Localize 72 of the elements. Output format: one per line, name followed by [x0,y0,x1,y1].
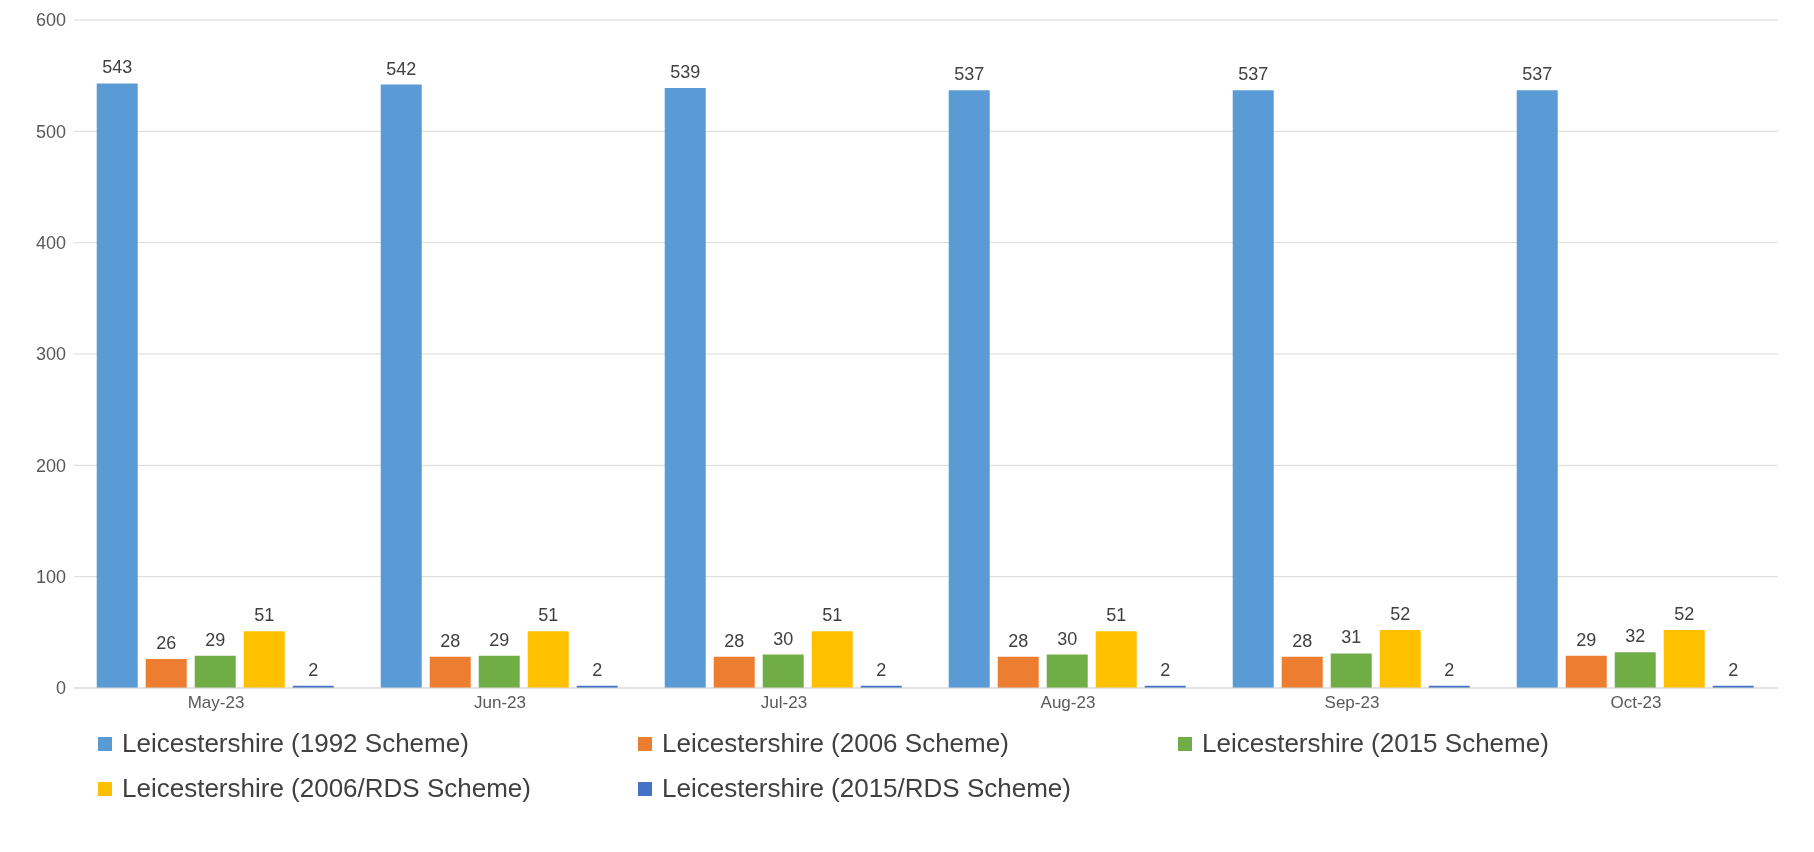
bar [527,631,569,688]
x-tick-label: May-23 [187,693,245,713]
bar [1614,652,1656,688]
data-label: 52 [1390,604,1411,625]
data-label: 2 [1444,659,1455,680]
data-label: 51 [254,605,275,626]
data-label: 537 [1238,64,1269,85]
x-tick-label: Jul-23 [760,693,808,713]
data-label: 2 [1728,659,1739,680]
bar [762,654,804,688]
bar [1663,630,1705,688]
bar [811,631,853,688]
data-label: 28 [1292,630,1313,651]
data-label: 542 [386,58,417,79]
bar [243,631,285,688]
bar [1046,654,1088,688]
legend-label: Leicestershire (2006 Scheme) [662,728,1009,759]
y-tick-label: 600 [35,10,66,31]
y-tick-label: 100 [35,567,66,588]
data-label: 26 [156,633,177,654]
bar [664,87,706,688]
bar [1232,90,1274,688]
legend-label: Leicestershire (2015 Scheme) [1202,728,1549,759]
y-tick-label: 500 [35,121,66,142]
bar [96,83,138,688]
legend-label: Leicestershire (2015/RDS Scheme) [662,773,1071,804]
bar [194,655,236,688]
data-label: 31 [1341,627,1362,648]
data-label: 543 [102,57,133,78]
x-tick-label: Aug-23 [1040,693,1096,713]
y-tick-label: 200 [35,455,66,476]
legend-label: Leicestershire (1992 Scheme) [122,728,469,759]
data-label: 30 [773,628,794,649]
bar [948,90,990,688]
data-label: 537 [954,64,985,85]
data-label: 28 [724,630,745,651]
bar [1281,656,1323,688]
x-tick-label: Oct-23 [1610,693,1662,713]
bar [1330,653,1372,688]
bar [1565,655,1607,688]
x-tick-label: Sep-23 [1324,693,1380,713]
data-label: 537 [1522,64,1553,85]
bar [145,659,187,688]
bar [1516,90,1558,688]
data-label: 2 [876,659,887,680]
y-tick-label: 0 [55,678,66,699]
data-label: 2 [308,659,319,680]
bar [1379,630,1421,688]
data-label: 28 [440,630,461,651]
bar [1095,631,1137,688]
data-label: 51 [1106,605,1127,626]
data-label: 30 [1057,628,1078,649]
y-tick-label: 400 [35,233,66,254]
data-label: 29 [489,629,510,650]
bar [713,656,755,688]
data-label: 2 [592,659,603,680]
bar [380,84,422,688]
data-label: 29 [205,629,226,650]
data-label: 52 [1674,604,1695,625]
bar [429,656,471,688]
data-label: 539 [670,61,701,82]
data-label: 2 [1160,659,1171,680]
data-label: 51 [538,605,559,626]
legend-label: Leicestershire (2006/RDS Scheme) [122,773,531,804]
data-label: 29 [1576,629,1597,650]
data-label: 32 [1625,626,1646,647]
data-label: 51 [822,605,843,626]
x-tick-label: Jun-23 [474,693,526,713]
y-tick-label: 300 [35,344,66,365]
bar [997,656,1039,688]
bar [478,655,520,688]
data-label: 28 [1008,630,1029,651]
